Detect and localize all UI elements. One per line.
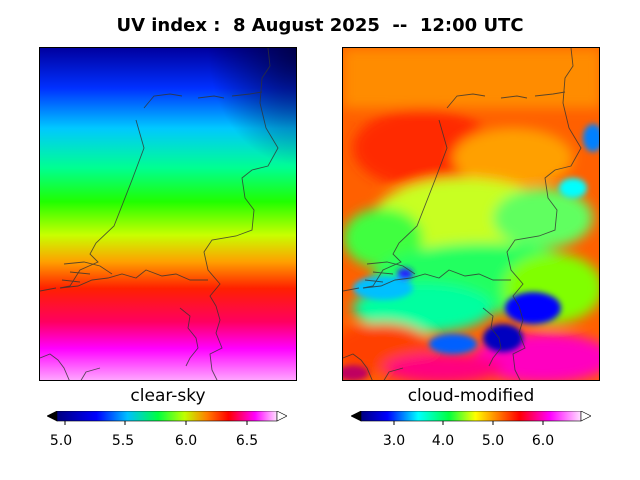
clear-sky-label: clear-sky xyxy=(130,386,206,406)
colorbar-tick-label: 6.5 xyxy=(235,433,259,449)
coastline xyxy=(40,48,279,380)
colorbar-extend-high xyxy=(276,410,288,422)
cloud-modified-colorbar xyxy=(350,410,592,433)
uv-field-cloud-patterns xyxy=(343,48,599,380)
clear-sky-map xyxy=(39,47,297,381)
cloud-modified-label: cloud-modified xyxy=(407,386,535,406)
figure-title: UV index : 8 August 2025 -- 12:00 UTC xyxy=(116,15,524,36)
clear-sky-colorbar xyxy=(46,410,288,433)
colorbar-tick-label: 3.0 xyxy=(382,433,406,449)
colorbar-extend-low xyxy=(350,410,362,422)
uv-field-low-values xyxy=(343,124,599,380)
colorbar-tick-label: 5.0 xyxy=(49,433,73,449)
coastline xyxy=(343,48,582,380)
colorbar-tick-label: 5.0 xyxy=(481,433,505,449)
colorbar-tick-label: 5.5 xyxy=(111,433,135,449)
colorbar-extend-high xyxy=(580,410,592,422)
uv-field-shade xyxy=(40,48,296,380)
colorbar-tick-label: 4.0 xyxy=(431,433,455,449)
colorbar-tick-label: 6.0 xyxy=(531,433,555,449)
colorbar-body xyxy=(56,410,278,422)
colorbar-body xyxy=(360,410,582,422)
colorbar-extend-low xyxy=(46,410,58,422)
cloud-modified-map xyxy=(342,47,600,381)
colorbar-tick-label: 6.0 xyxy=(174,433,198,449)
